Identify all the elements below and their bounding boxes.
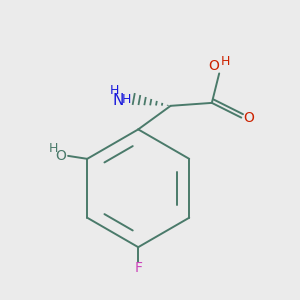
Text: F: F: [134, 261, 142, 275]
Text: H: H: [122, 93, 131, 106]
Text: O: O: [243, 111, 254, 124]
Text: O: O: [208, 59, 219, 73]
Text: H: H: [110, 84, 119, 97]
Text: O: O: [55, 149, 66, 163]
Text: H: H: [49, 142, 58, 155]
Text: H: H: [221, 55, 230, 68]
Text: N: N: [112, 93, 124, 108]
